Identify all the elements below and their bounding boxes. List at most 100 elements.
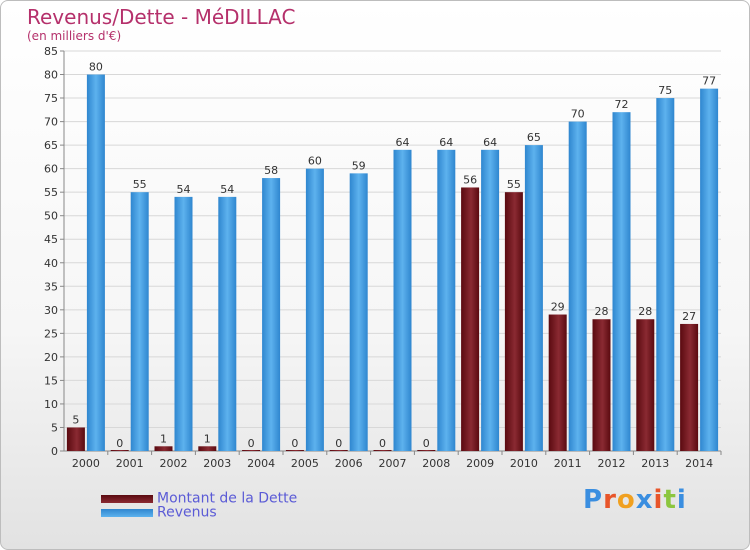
y-tick-label: 65 xyxy=(44,139,58,152)
y-tick-label: 85 xyxy=(44,45,58,58)
x-tick-label: 2010 xyxy=(510,457,538,470)
y-tick-label: 15 xyxy=(44,374,58,387)
logo-letter: t xyxy=(663,485,677,515)
chart-subtitle: (en milliers d'€) xyxy=(27,29,122,43)
y-tick-label: 10 xyxy=(44,398,58,411)
bar-revenus xyxy=(568,121,587,452)
bar-debt xyxy=(329,450,348,451)
data-label-debt: 56 xyxy=(463,173,477,186)
data-label-debt: 29 xyxy=(551,301,565,314)
proxiti-logo: Proxiti xyxy=(583,485,687,515)
data-label-revenus: 55 xyxy=(133,178,147,191)
x-tick-label: 2002 xyxy=(160,457,188,470)
y-tick-label: 0 xyxy=(51,445,58,458)
bar-revenus xyxy=(437,149,456,451)
bar-revenus xyxy=(86,74,105,451)
x-tick-label: 2011 xyxy=(554,457,582,470)
data-label-debt: 0 xyxy=(423,437,430,450)
y-tick-label: 30 xyxy=(44,304,58,317)
y-tick-label: 5 xyxy=(51,421,58,434)
y-tick-label: 35 xyxy=(44,280,58,293)
y-tick-label: 80 xyxy=(44,69,58,82)
data-label-debt: 28 xyxy=(638,305,652,318)
bar-revenus xyxy=(524,145,543,451)
x-tick-label: 2005 xyxy=(291,457,319,470)
y-tick-label: 55 xyxy=(44,186,58,199)
logo-letter: r xyxy=(603,485,617,515)
x-tick-label: 2007 xyxy=(379,457,407,470)
data-label-revenus: 60 xyxy=(308,155,322,168)
bar-debt xyxy=(373,450,392,451)
bar-debt xyxy=(636,319,655,451)
bar-debt xyxy=(66,427,85,451)
bar-debt xyxy=(110,450,129,451)
bar-debt xyxy=(504,192,523,452)
data-label-debt: 1 xyxy=(204,432,211,445)
bar-revenus xyxy=(700,88,719,451)
data-label-revenus: 54 xyxy=(220,183,234,196)
data-label-revenus: 70 xyxy=(571,108,585,121)
x-tick-label: 2008 xyxy=(422,457,450,470)
data-label-revenus: 64 xyxy=(396,136,410,149)
y-tick-label: 70 xyxy=(44,116,58,129)
bar-debt xyxy=(592,319,611,451)
data-label-debt: 0 xyxy=(335,437,342,450)
legend-swatch-revenus xyxy=(101,508,153,517)
data-label-revenus: 75 xyxy=(658,84,672,97)
data-label-revenus: 54 xyxy=(177,183,191,196)
data-label-debt: 0 xyxy=(379,437,386,450)
data-label-revenus: 64 xyxy=(483,136,497,149)
x-tick-label: 2006 xyxy=(335,457,363,470)
bar-debt xyxy=(242,450,261,451)
data-label-revenus: 77 xyxy=(702,75,716,88)
data-label-revenus: 72 xyxy=(615,98,629,111)
data-label-debt: 5 xyxy=(72,413,79,426)
legend-item-revenus: Revenus xyxy=(101,502,217,521)
bar-debt xyxy=(285,450,304,451)
data-label-debt: 55 xyxy=(507,178,521,191)
data-label-debt: 1 xyxy=(160,432,167,445)
y-tick-label: 45 xyxy=(44,233,58,246)
data-label-revenus: 64 xyxy=(439,136,453,149)
y-tick-label: 25 xyxy=(44,327,58,340)
legend-swatch-debt xyxy=(101,494,153,503)
y-tick-label: 50 xyxy=(44,210,58,223)
x-tick-label: 2003 xyxy=(203,457,231,470)
logo-letter: i xyxy=(653,485,664,515)
data-label-debt: 0 xyxy=(291,437,298,450)
logo-letter: P xyxy=(583,485,604,515)
y-tick-label: 40 xyxy=(44,257,58,270)
data-label-debt: 27 xyxy=(682,310,696,323)
y-tick-label: 20 xyxy=(44,351,58,364)
x-tick-label: 2000 xyxy=(72,457,100,470)
x-tick-label: 2012 xyxy=(598,457,626,470)
bar-revenus xyxy=(218,196,237,451)
logo-letter: o xyxy=(616,485,636,515)
bar-revenus xyxy=(174,196,193,451)
bar-debt xyxy=(680,323,699,451)
legend-label-revenus: Revenus xyxy=(157,504,217,521)
bar-revenus xyxy=(656,98,675,451)
bar-revenus xyxy=(130,192,149,452)
legend-label-debt: Montant de la Dette xyxy=(157,490,298,507)
bar-revenus xyxy=(481,149,500,451)
bar-debt xyxy=(461,187,480,451)
data-label-revenus: 80 xyxy=(89,61,103,74)
data-label-debt: 0 xyxy=(248,437,255,450)
x-tick-label: 2014 xyxy=(685,457,713,470)
bar-revenus xyxy=(393,149,412,451)
bar-debt xyxy=(417,450,436,451)
data-label-debt: 28 xyxy=(595,305,609,318)
chart-title: Revenus/Dette - MéDILLAC xyxy=(27,5,296,29)
bar-revenus xyxy=(305,168,324,451)
y-tick-label: 60 xyxy=(44,163,58,176)
x-tick-label: 2004 xyxy=(247,457,275,470)
x-tick-label: 2013 xyxy=(641,457,669,470)
bar-revenus xyxy=(262,178,281,451)
data-label-revenus: 65 xyxy=(527,131,541,144)
logo-letter: x xyxy=(635,485,654,515)
x-tick-label: 2001 xyxy=(116,457,144,470)
legend-item-debt: Montant de la Dette xyxy=(101,488,298,507)
